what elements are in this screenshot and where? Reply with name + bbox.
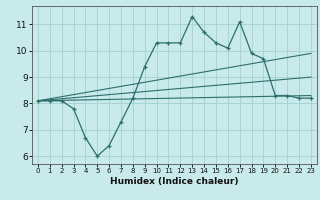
X-axis label: Humidex (Indice chaleur): Humidex (Indice chaleur) [110,177,239,186]
